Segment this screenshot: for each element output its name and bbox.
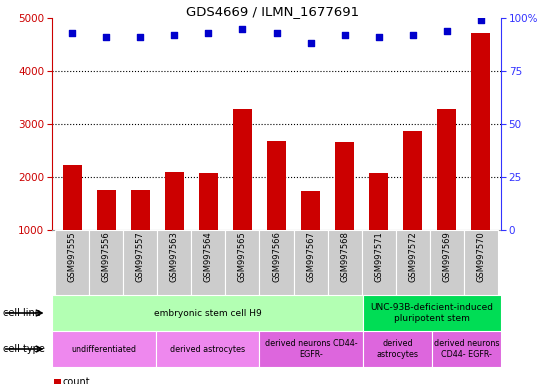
Text: derived neurons
CD44- EGFR-: derived neurons CD44- EGFR- — [434, 339, 499, 359]
Text: GSM997557: GSM997557 — [136, 231, 145, 282]
Bar — [52, 295, 363, 331]
Text: GSM997556: GSM997556 — [102, 231, 111, 282]
Text: GSM997564: GSM997564 — [204, 231, 213, 282]
Text: GSM997565: GSM997565 — [238, 231, 247, 282]
Text: derived astrocytes: derived astrocytes — [170, 344, 245, 354]
Bar — [301, 191, 320, 283]
Bar — [335, 142, 354, 283]
Text: cell type: cell type — [3, 344, 45, 354]
Bar — [55, 230, 90, 295]
Point — [476, 17, 485, 23]
Text: UNC-93B-deficient-induced
pluripotent stem: UNC-93B-deficient-induced pluripotent st… — [370, 303, 494, 323]
Bar — [361, 230, 395, 295]
Point — [204, 30, 213, 36]
Bar — [464, 230, 497, 295]
Bar — [259, 230, 294, 295]
Text: GSM997566: GSM997566 — [272, 231, 281, 282]
Point — [238, 25, 247, 31]
Bar — [259, 331, 363, 367]
Bar — [225, 230, 259, 295]
Bar — [199, 173, 218, 283]
Text: undifferentiated: undifferentiated — [72, 344, 136, 354]
Bar — [156, 331, 259, 367]
Bar — [90, 230, 123, 295]
Point — [374, 34, 383, 40]
Bar — [430, 230, 464, 295]
Point — [272, 30, 281, 36]
Text: GDS4669 / ILMN_1677691: GDS4669 / ILMN_1677691 — [186, 5, 360, 18]
Point — [68, 30, 77, 36]
Point — [408, 32, 417, 38]
Text: GSM997571: GSM997571 — [374, 231, 383, 282]
Bar — [97, 190, 116, 283]
Text: cell line: cell line — [3, 308, 40, 318]
Bar — [363, 295, 501, 331]
Text: derived neurons CD44-
EGFR-: derived neurons CD44- EGFR- — [265, 339, 357, 359]
Point — [102, 34, 111, 40]
Text: GSM997570: GSM997570 — [476, 231, 485, 282]
Bar — [63, 165, 82, 283]
Bar — [52, 331, 156, 367]
Bar — [131, 190, 150, 283]
Point — [306, 40, 315, 46]
Bar — [157, 230, 192, 295]
Bar — [395, 230, 430, 295]
Text: GSM997555: GSM997555 — [68, 231, 77, 282]
Bar — [437, 109, 456, 283]
Text: embryonic stem cell H9: embryonic stem cell H9 — [153, 308, 262, 318]
Bar — [432, 331, 501, 367]
Bar — [363, 331, 432, 367]
Point — [170, 32, 179, 38]
Text: derived
astrocytes: derived astrocytes — [376, 339, 418, 359]
Bar — [165, 172, 184, 283]
Text: GSM997572: GSM997572 — [408, 231, 417, 282]
Bar — [328, 230, 361, 295]
Bar — [294, 230, 328, 295]
Text: GSM997568: GSM997568 — [340, 231, 349, 282]
Bar — [233, 109, 252, 283]
Text: count: count — [63, 377, 91, 384]
Bar — [403, 131, 422, 283]
Point — [340, 32, 349, 38]
Point — [442, 28, 451, 34]
Bar — [123, 230, 157, 295]
Bar — [369, 173, 388, 283]
Text: GSM997569: GSM997569 — [442, 231, 451, 282]
Text: GSM997563: GSM997563 — [170, 231, 179, 282]
Point — [136, 34, 145, 40]
Bar — [471, 33, 490, 283]
Text: GSM997567: GSM997567 — [306, 231, 315, 282]
Bar — [192, 230, 225, 295]
Bar — [267, 141, 286, 283]
